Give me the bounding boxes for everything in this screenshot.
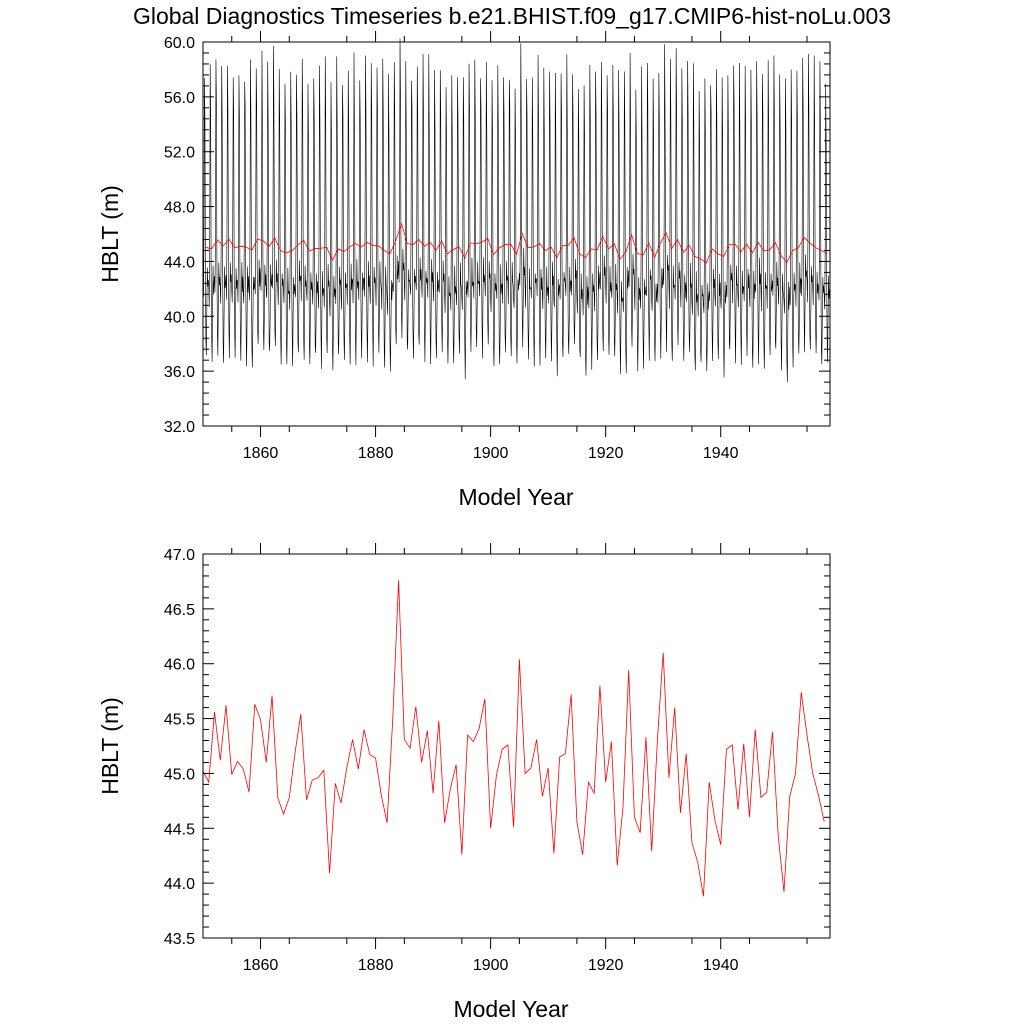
top-x-tick-label: 1940 [703, 445, 739, 462]
top-y-tick-label: 52.0 [164, 145, 195, 162]
top-y-tick-labels: 32.0 36.0 40.0 44.0 48.0 52.0 56.0 60.0 [164, 35, 195, 436]
top-y-axis-label: HBLT (m) [97, 185, 123, 283]
top-panel: 32.0 36.0 40.0 44.0 48.0 52.0 56.0 60.0 1860 188… [97, 31, 831, 510]
bottom-panel: 43.5 44.0 44.5 45.0 45.5 46.0 46.5 47.0 1860 188… [97, 543, 831, 1022]
top-plot-frame [202, 41, 831, 427]
bottom-x-axis-label: Model Year [453, 996, 568, 1022]
top-y-tick-label: 44.0 [164, 254, 195, 271]
chart-title: Global Diagnostics Timeseries b.e21.BHIS… [133, 3, 891, 29]
top-x-tick-label: 1920 [588, 445, 624, 462]
top-x-axis-label: Model Year [458, 484, 573, 510]
bottom-y-tick-label: 47.0 [164, 547, 195, 564]
bottom-plot-frame [202, 553, 831, 939]
top-x-tick-label: 1900 [473, 445, 509, 462]
bottom-annual-series-line [202, 580, 825, 897]
top-x-tick-label: 1860 [243, 445, 279, 462]
top-x-tick-labels: 1860 1880 1900 1920 1940 [243, 445, 739, 462]
top-y-tick-label: 32.0 [164, 419, 195, 436]
top-annual-series-line [205, 222, 828, 264]
bottom-x-tick-label: 1900 [473, 957, 509, 974]
top-ticks [203, 31, 830, 437]
bottom-ticks [203, 543, 830, 949]
bottom-x-tick-label: 1880 [358, 957, 394, 974]
bottom-y-tick-label: 45.0 [164, 766, 195, 783]
bottom-y-tick-label: 46.5 [164, 602, 195, 619]
bottom-y-tick-labels: 43.5 44.0 44.5 45.0 45.5 46.0 46.5 47.0 [164, 547, 195, 948]
bottom-x-tick-label: 1940 [703, 957, 739, 974]
bottom-y-tick-label: 45.5 [164, 712, 195, 729]
top-series-group [202, 38, 830, 383]
top-monthly-series-line [202, 38, 830, 383]
top-y-tick-label: 36.0 [164, 364, 195, 381]
top-y-tick-label: 60.0 [164, 35, 195, 52]
top-y-tick-label: 56.0 [164, 90, 195, 107]
bottom-series-group [202, 580, 825, 897]
bottom-y-tick-label: 43.5 [164, 931, 195, 948]
top-x-tick-label: 1880 [358, 445, 394, 462]
bottom-x-tick-label: 1920 [588, 957, 624, 974]
bottom-y-tick-label: 44.0 [164, 876, 195, 893]
top-y-tick-label: 40.0 [164, 309, 195, 326]
bottom-x-tick-label: 1860 [243, 957, 279, 974]
top-y-tick-label: 48.0 [164, 200, 195, 217]
bottom-x-tick-labels: 1860 1880 1900 1920 1940 [243, 957, 739, 974]
bottom-y-tick-label: 44.5 [164, 821, 195, 838]
bottom-y-tick-label: 46.0 [164, 657, 195, 674]
bottom-y-axis-label: HBLT (m) [97, 697, 123, 795]
